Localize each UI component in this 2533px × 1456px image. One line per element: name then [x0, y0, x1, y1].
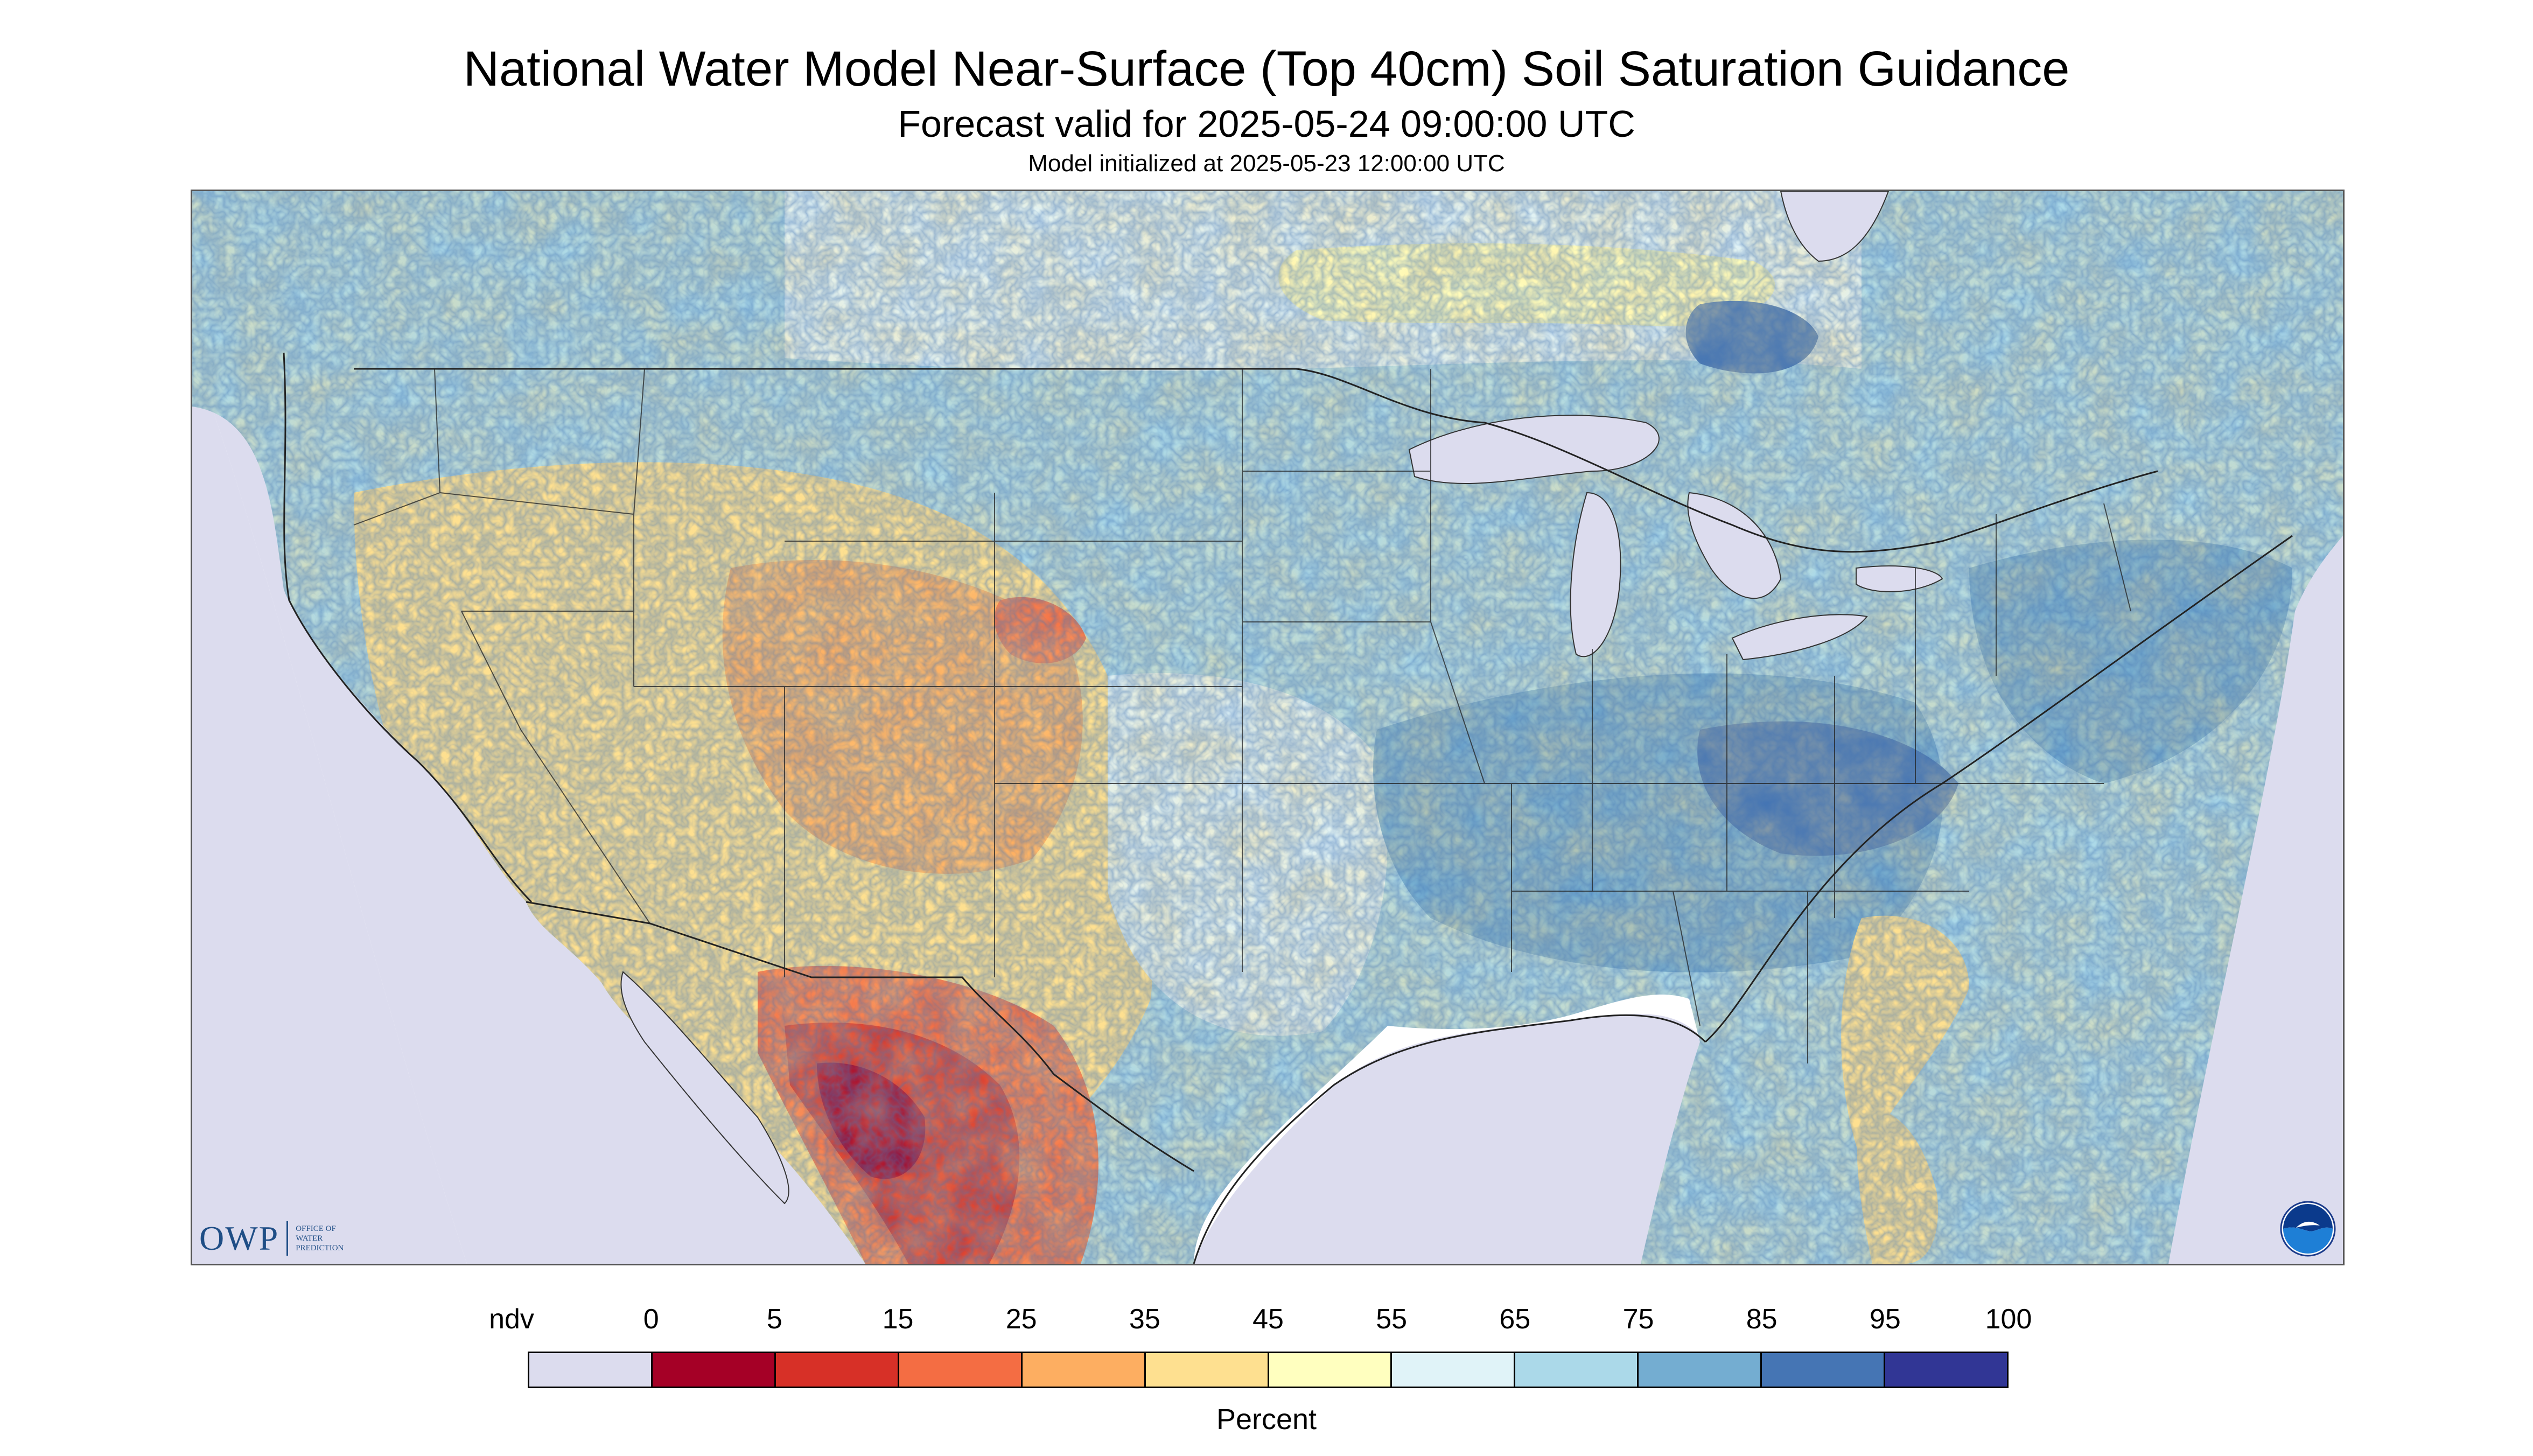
owp-subtext-line: OFFICE OF [296, 1224, 336, 1233]
header: National Water Model Near-Surface (Top 4… [0, 38, 2533, 180]
no-data-area [192, 353, 467, 1264]
us-mexico-border [526, 901, 1194, 1172]
pacific-area [192, 353, 865, 1264]
state-border [633, 368, 645, 515]
coastline-west [283, 352, 533, 903]
owp-subtext-line: PREDICTION [296, 1244, 344, 1252]
legend-labels: ndv 0 5 15 25 35 45 55 65 75 85 95 100 [0, 1303, 2533, 1341]
map-title: National Water Model Near-Surface (Top 4… [463, 41, 2070, 96]
noaa-logo-sky [2283, 1204, 2333, 1231]
legend-swatch [652, 1353, 776, 1387]
coastline-east [1705, 535, 2293, 1043]
legend-swatch [1639, 1353, 1762, 1387]
soil-saturation-map [192, 191, 2343, 1264]
state-border [1915, 568, 2104, 784]
legend-tick-label: 25 [1005, 1304, 1037, 1335]
lake-erie [1731, 614, 1868, 661]
legend-label-ndv: ndv [489, 1304, 534, 1335]
legend-tick-label: 0 [643, 1304, 659, 1335]
state-border [994, 493, 1242, 542]
legend-swatch [1762, 1353, 1886, 1387]
us-canada-border [354, 368, 2158, 553]
forecast-valid-time: Forecast valid for 2025-05-24 09:00:00 U… [898, 103, 1635, 145]
legend-tick-label: 35 [1129, 1304, 1160, 1335]
state-border [2103, 503, 2131, 612]
model-init-time: Model initialized at 2025-05-23 12:00:00… [1028, 150, 1505, 177]
legend-tick-label: 95 [1869, 1304, 1901, 1335]
legend-tick-label: 45 [1252, 1304, 1284, 1335]
legend-swatch [529, 1353, 653, 1387]
noaa-logo-sea [2283, 1227, 2333, 1254]
legend-tick-label: 55 [1376, 1304, 1408, 1335]
legend-tick-label: 65 [1499, 1304, 1531, 1335]
color-legend-bar [528, 1352, 2009, 1388]
legend-tick-label: 75 [1622, 1304, 1654, 1335]
legend-swatch [1392, 1353, 1516, 1387]
legend-swatch [1022, 1353, 1146, 1387]
legend-swatch [1885, 1353, 2007, 1387]
legend-swatch [1269, 1353, 1393, 1387]
state-border [1673, 891, 1701, 1026]
lake-ontario [1856, 565, 1943, 592]
legend-title: Percent [1216, 1403, 1317, 1436]
legend-tick-label: 100 [1985, 1304, 2032, 1335]
map-panel [191, 190, 2345, 1265]
noaa-logo-bird [2296, 1221, 2320, 1228]
hudson-bay-edge [1780, 191, 1890, 262]
legend-tick-label: 5 [766, 1304, 782, 1335]
coastline-gulf [1193, 1014, 1706, 1264]
legend-tick-label: 85 [1746, 1304, 1778, 1335]
owp-logo-text: OWP [199, 1219, 279, 1257]
owp-subtext-line: WATER [296, 1234, 323, 1243]
lake-huron [1687, 492, 1782, 599]
legend-swatch [1515, 1353, 1639, 1387]
owp-logo-subtext: OFFICE OF WATER PREDICTION [296, 1224, 344, 1253]
lake-superior [1408, 415, 1660, 484]
state-border [461, 611, 650, 924]
legend-swatch [1145, 1353, 1269, 1387]
lake-michigan [1570, 492, 1621, 657]
owp-logo-divider [286, 1221, 289, 1256]
legend-tick-label: 15 [882, 1304, 914, 1335]
legend-swatch [899, 1353, 1023, 1387]
noaa-logo [2280, 1201, 2336, 1257]
legend-swatch [775, 1353, 899, 1387]
owp-logo: OWP OFFICE OF WATER PREDICTION [199, 1217, 344, 1260]
gulf-of-california [620, 971, 789, 1205]
state-borders [353, 368, 2131, 1063]
